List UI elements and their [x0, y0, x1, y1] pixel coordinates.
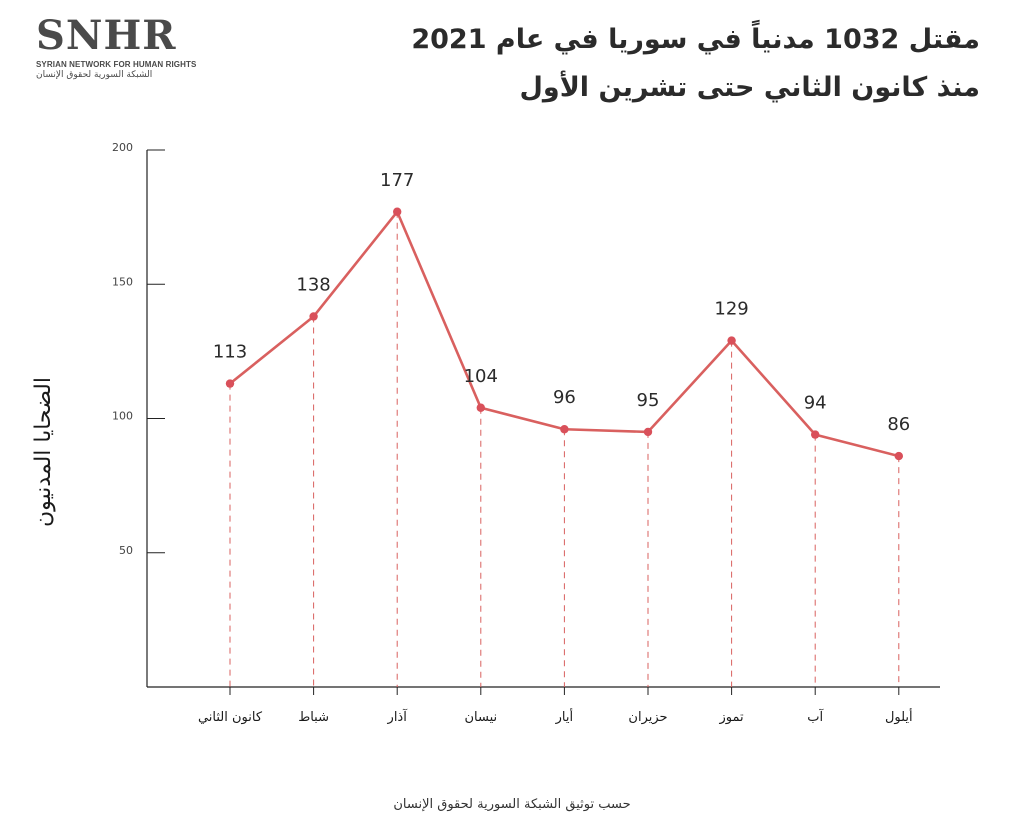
- data-label: 138: [296, 274, 330, 295]
- data-point: [560, 425, 569, 434]
- data-point: [309, 312, 318, 321]
- logo-english-text: SYRIAN NETWORK FOR HUMAN RIGHTS: [36, 60, 197, 69]
- data-point: [393, 207, 402, 216]
- chart-subtitle: منذ كانون الثاني حتى تشرين الأول: [519, 72, 980, 103]
- chart-title: مقتل 1032 مدنياً في سوريا في عام 2021: [411, 24, 980, 55]
- x-category-label: أيار: [555, 708, 573, 725]
- data-label: 104: [464, 366, 498, 387]
- data-point: [811, 430, 820, 439]
- data-label: 96: [553, 387, 576, 408]
- data-label: 94: [804, 393, 827, 414]
- data-point: [643, 427, 653, 437]
- data-point: [225, 379, 235, 388]
- y-tick-label: 50: [119, 544, 133, 557]
- data-point: [476, 403, 485, 412]
- y-tick-label: 200: [112, 141, 133, 154]
- x-category-label: آب: [807, 708, 824, 725]
- y-tick-label: 100: [112, 410, 133, 423]
- logo-mark: SNHR: [36, 12, 177, 59]
- drop-lines: [229, 211, 900, 687]
- data-point: [894, 451, 903, 461]
- x-category-label: تموز: [719, 710, 745, 725]
- chart-series: [225, 207, 903, 461]
- data-label: 113: [213, 342, 247, 363]
- y-tick-label: 150: [112, 275, 133, 288]
- chart-labels: 113 138 177 104 96 95 129 94 86 كانون الثاني شباط آ…: [198, 170, 913, 725]
- data-label: 86: [887, 414, 910, 435]
- logo-arabic-text: الشبكة السورية لحقوق الإنسان: [36, 70, 153, 80]
- data-label: 129: [714, 299, 748, 320]
- data-label: 95: [637, 390, 660, 411]
- x-category-label: كانون الثاني: [198, 710, 263, 725]
- source-note: حسب توثيق الشبكة السورية لحقوق الإنسان: [393, 797, 631, 812]
- x-category-label: حزيران: [628, 710, 667, 725]
- data-label: 177: [380, 170, 414, 191]
- x-category-label: شباط: [298, 710, 329, 725]
- chart-title-block: مقتل 1032 مدنياً في سوريا في عام 2021 من…: [340, 16, 980, 112]
- data-point: [727, 336, 736, 345]
- x-category-label: نيسان: [464, 710, 497, 725]
- y-axis-title: الضحايا المدنيون: [31, 377, 56, 527]
- snhr-logo: SNHR SYRIAN NETWORK FOR HUMAN RIGHTS الش…: [36, 12, 197, 81]
- chart-axes: 50 100 150 200 الضحايا المدنيون: [31, 141, 940, 695]
- x-category-label: آذار: [387, 708, 409, 725]
- series-line: [229, 210, 900, 458]
- x-category-label: أيلول: [885, 708, 913, 725]
